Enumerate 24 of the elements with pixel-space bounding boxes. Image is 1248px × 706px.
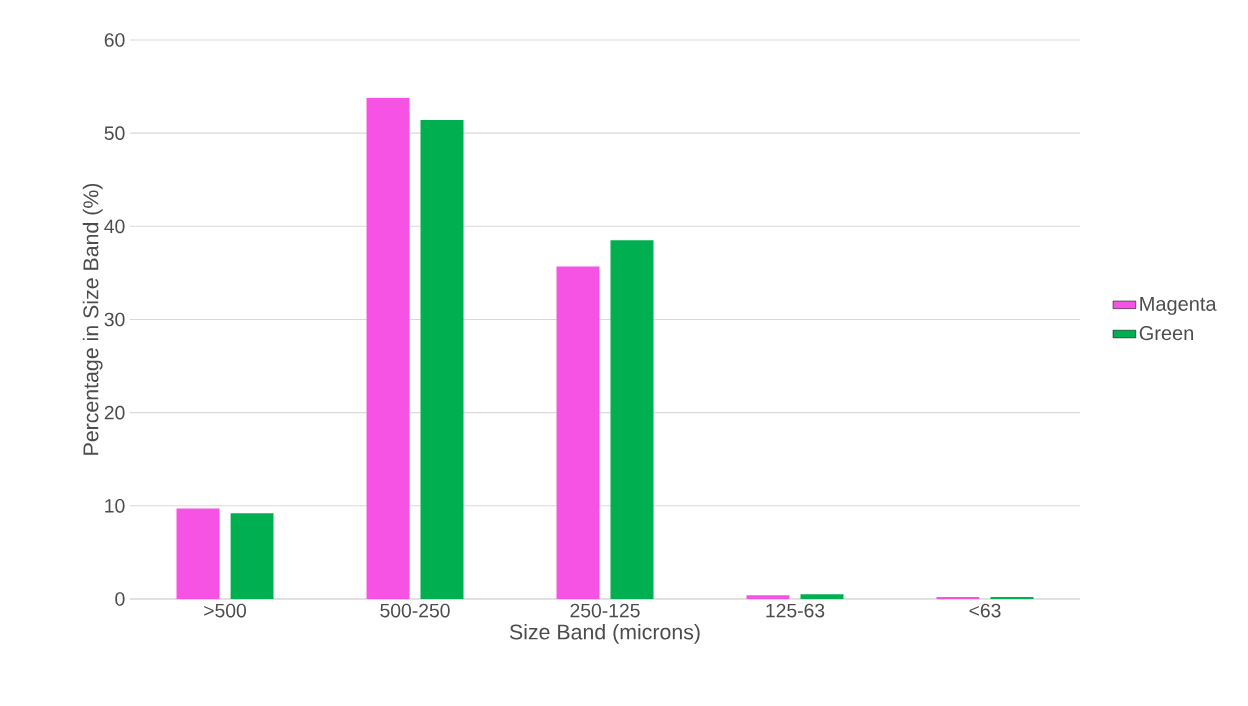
bar bbox=[420, 120, 464, 599]
x-tick-label: >500 bbox=[204, 603, 247, 618]
bar bbox=[556, 266, 600, 599]
y-tick-label: 40 bbox=[104, 219, 125, 234]
y-tick-label: 20 bbox=[104, 405, 125, 420]
x-tick-label: 250-125 bbox=[570, 603, 640, 618]
bar bbox=[230, 513, 274, 599]
y-tick-label: 60 bbox=[104, 33, 125, 47]
x-tick-label: 500-250 bbox=[380, 603, 450, 618]
bar bbox=[746, 595, 790, 599]
bar bbox=[176, 508, 220, 599]
y-tick-label: 30 bbox=[104, 312, 125, 327]
bar bbox=[366, 97, 410, 599]
legend-label: Green bbox=[1139, 326, 1194, 341]
y-tick-label: 0 bbox=[115, 592, 125, 606]
y-tick-label: 10 bbox=[105, 498, 125, 513]
y-axis-title: Percentage in Size Band (%) bbox=[82, 183, 103, 455]
x-axis-title: Size Band (microns) bbox=[509, 623, 700, 644]
bar bbox=[610, 240, 654, 599]
x-tick-label: <63 bbox=[969, 603, 1001, 618]
bar bbox=[800, 594, 844, 599]
x-tick-label: 125-63 bbox=[766, 603, 825, 618]
legend-label: Magenta bbox=[1140, 296, 1217, 315]
y-tick-label: 50 bbox=[104, 126, 125, 140]
